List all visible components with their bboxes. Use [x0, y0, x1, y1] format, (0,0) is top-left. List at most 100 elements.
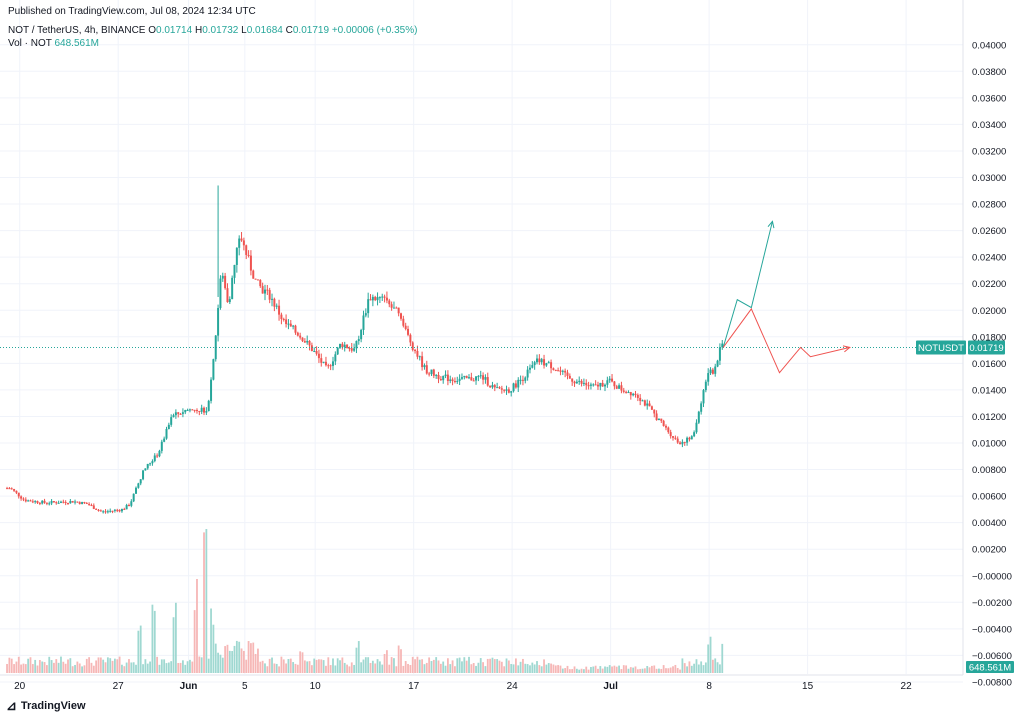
- candle-body: [460, 377, 463, 379]
- volume-bar: [503, 666, 506, 673]
- volume-bar: [587, 669, 590, 673]
- candle-body: [263, 289, 266, 294]
- candle-body: [88, 503, 91, 506]
- projection-bullish: [722, 221, 773, 348]
- volume-bar: [477, 662, 480, 673]
- volume-bar: [261, 660, 264, 673]
- volume-bar: [179, 662, 182, 673]
- candle-body: [669, 432, 672, 437]
- volume-bar: [83, 665, 86, 673]
- candle-body: [435, 374, 438, 376]
- candle-body: [322, 361, 325, 363]
- candle-body: [188, 409, 191, 411]
- y-tick-label: 0.03200: [972, 146, 1006, 157]
- candle-body: [31, 501, 34, 503]
- candle-body: [52, 501, 55, 503]
- candle-body: [235, 247, 238, 265]
- tradingview-branding[interactable]: ⊿ TradingView: [6, 698, 86, 714]
- candle-body: [526, 369, 529, 378]
- volume-bar: [561, 668, 564, 673]
- candle-body: [24, 499, 27, 502]
- candle-body: [468, 377, 471, 379]
- candle-body: [275, 305, 278, 307]
- volume-bar: [639, 668, 642, 673]
- volume-bar: [240, 648, 243, 673]
- candle-body: [303, 341, 306, 343]
- open-value: 0.01714: [156, 25, 193, 36]
- volume-bar: [435, 657, 438, 673]
- time-axis[interactable]: 20 27 Jun 5 10 17 24 Jul 8 15 22: [14, 681, 912, 692]
- candle-body: [120, 508, 123, 512]
- volume-bar: [719, 664, 721, 673]
- volume-bar: [200, 657, 203, 673]
- candle-body: [240, 238, 243, 241]
- candle-body: [217, 307, 220, 336]
- candle-body: [10, 488, 13, 490]
- candle-body: [167, 424, 170, 429]
- candle-body: [449, 379, 452, 381]
- candle-body: [629, 392, 632, 396]
- volume-value: 648.561M: [54, 38, 99, 49]
- volume-bar: [665, 668, 667, 673]
- volume-bar: [547, 663, 550, 673]
- volume-bar: [325, 665, 327, 673]
- candle-body: [681, 441, 684, 445]
- y-tick-label: 0.01800: [972, 332, 1006, 343]
- volume-bar: [500, 661, 503, 673]
- volume-bar: [196, 578, 198, 673]
- volume-bar: [533, 664, 536, 673]
- volume-bar: [29, 657, 32, 673]
- candle-body: [224, 275, 227, 289]
- volume-bar: [580, 668, 583, 673]
- volume-bar: [10, 658, 13, 673]
- volume-bar: [318, 659, 320, 673]
- volume-bar: [144, 659, 147, 673]
- volume-bar: [700, 661, 703, 673]
- volume-bar: [71, 666, 74, 673]
- price-axis[interactable]: 0.04000 0.03800 0.03600 0.03400 0.03200 0.030…: [972, 40, 1012, 688]
- volume-bar: [13, 664, 15, 673]
- candle-body: [170, 417, 173, 425]
- volume-bar: [461, 661, 463, 673]
- volume-bar: [400, 649, 402, 673]
- candle-body: [285, 319, 288, 325]
- volume-bar: [496, 659, 499, 673]
- axis-labels: NOTUSDT 0.01719 648.561M: [916, 340, 1014, 674]
- volume-bar: [191, 661, 194, 673]
- volume-bar: [332, 658, 334, 673]
- volume-bar: [571, 669, 574, 673]
- volume-bar: [425, 662, 428, 673]
- candle-body: [418, 356, 421, 358]
- candle-body: [287, 323, 290, 325]
- volume-bar: [151, 604, 154, 673]
- volume-bar: [679, 669, 681, 673]
- candle-body: [29, 500, 32, 502]
- volume-bar: [247, 641, 250, 673]
- candle-body: [336, 347, 339, 355]
- candle-body: [388, 300, 391, 305]
- volume-bar: [292, 662, 295, 673]
- volume-bar: [697, 664, 700, 673]
- candle-body: [559, 370, 562, 372]
- volume-bar: [254, 653, 257, 673]
- volume-bar: [693, 663, 696, 673]
- candle-body: [144, 468, 147, 471]
- candle-body: [589, 384, 592, 386]
- volume-bar: [121, 664, 123, 673]
- candle-body: [655, 413, 658, 421]
- candle-body: [111, 510, 114, 512]
- candle-body: [214, 335, 217, 360]
- volume-bar: [350, 662, 353, 673]
- candle-body: [489, 385, 492, 388]
- candle-body: [503, 389, 506, 391]
- volume-bar: [357, 641, 360, 673]
- candle-body: [256, 279, 259, 281]
- volume-bar: [489, 658, 492, 673]
- brand-name: TradingView: [20, 700, 86, 712]
- candle-body: [641, 400, 644, 402]
- candle-body: [163, 438, 166, 442]
- projection-bearish: [722, 307, 850, 374]
- candle-body: [242, 240, 245, 246]
- volume-bar: [250, 643, 252, 673]
